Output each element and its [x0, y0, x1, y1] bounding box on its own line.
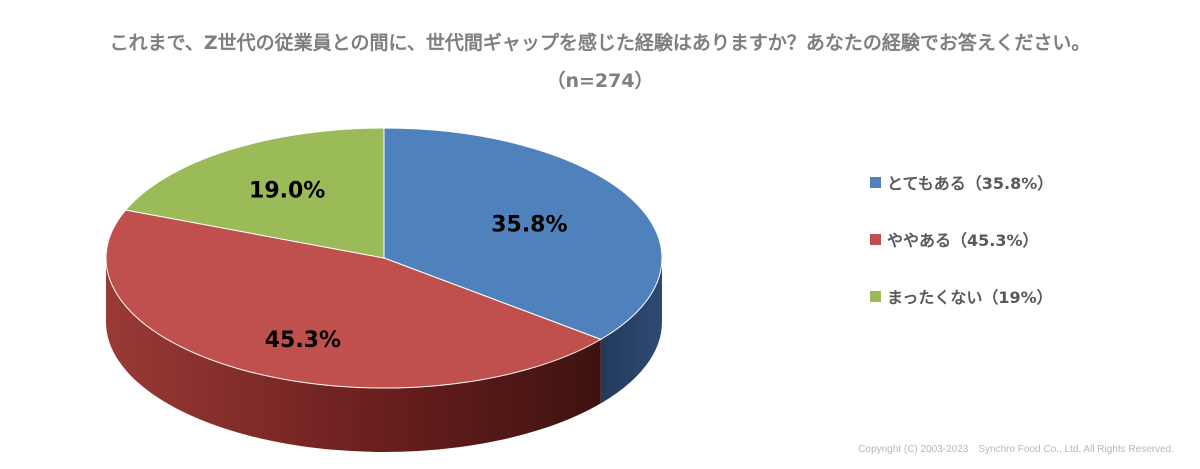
- pie-sides: [106, 258, 662, 452]
- data-label-mattaku-nai: 19.0%: [249, 178, 325, 203]
- chart-title: これまで、Z世代の従業員との間に、世代間ギャップを感じた経験はありますか？あなた…: [109, 32, 1091, 54]
- legend-label-2: ややある（45.3%）: [887, 231, 1039, 250]
- pie-slices: [105, 127, 663, 389]
- legend-swatch-2: [870, 233, 881, 245]
- legend-swatch-1: [870, 176, 881, 188]
- legend-item-3: まったくない（19%）: [870, 286, 1053, 307]
- legend: とてもある（35.8%） ややある（45.3%） まったくない（19%）: [870, 172, 1053, 343]
- data-label-totemo-aru: 35.8%: [491, 212, 567, 237]
- copyright-notice: Copyright (C) 2003-2023 Synchro Food Co.…: [858, 444, 1174, 455]
- data-label-yaya-aru: 45.3%: [265, 328, 341, 353]
- pie-slice-mattaku-nai: [124, 127, 385, 259]
- legend-swatch-3: [870, 290, 881, 302]
- legend-item-1: とてもある（35.8%）: [870, 172, 1054, 193]
- legend-item-2: ややある（45.3%）: [870, 229, 1053, 250]
- pie-data-labels: 35.8% 45.3% 19.0%: [249, 178, 568, 353]
- pie-slice-yaya-aru: [105, 209, 602, 389]
- chart-subtitle: （n=274）: [546, 70, 654, 92]
- legend-label-3: まったくない（19%）: [887, 288, 1053, 307]
- pie-side-yaya-aru: [106, 258, 601, 452]
- pie-slice-totemo-aru: [383, 127, 663, 340]
- pie-side-totemo-aru: [600, 258, 662, 404]
- legend-label-1: とてもある（35.8%）: [887, 174, 1054, 193]
